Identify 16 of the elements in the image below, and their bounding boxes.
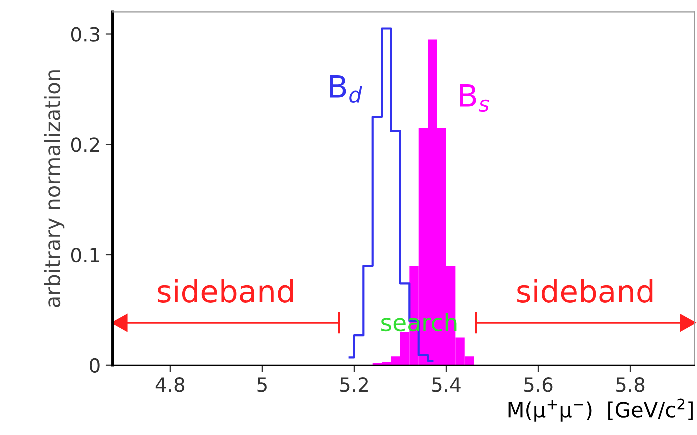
y-tick-label: 0 [90, 358, 100, 374]
x-tick-label: 4.8 [156, 378, 185, 392]
y-tick-label: 0.2 [71, 138, 100, 152]
x-tick-label: 5 [258, 378, 267, 392]
annotation: sideband [158, 279, 294, 303]
y-tick-label: 0.1 [71, 248, 100, 263]
x-tick-label: 5.2 [340, 378, 368, 392]
x-tick-label: 5.4 [432, 378, 461, 392]
x-axis-title: M(μ$^{+}$μ$^{−}$) [GeV/c$^{2}$] [508, 398, 693, 422]
annotation: sideband [518, 279, 653, 303]
y-axis-title: arbitrary normalization [44, 70, 65, 308]
x-tick-label: 5.6 [524, 378, 553, 392]
x-tick-label: 5.8 [616, 378, 645, 392]
y-tick-label: 0.3 [71, 27, 100, 42]
series-label: B$_{s}$ [460, 84, 490, 112]
series-label: B$_{d}$ [330, 75, 362, 104]
